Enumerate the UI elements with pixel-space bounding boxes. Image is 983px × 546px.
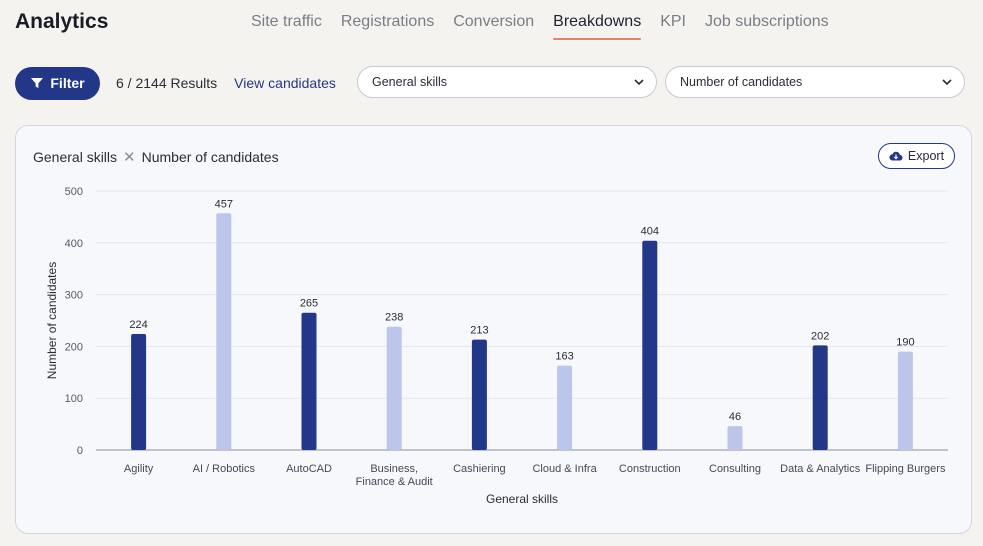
x-tick-label: Consulting — [709, 463, 761, 475]
y-tick-label: 500 — [65, 186, 83, 198]
data-label: 404 — [641, 226, 659, 238]
tab-conversion[interactable]: Conversion — [453, 13, 535, 30]
y-tick-label: 200 — [65, 341, 83, 353]
chart-bar — [557, 365, 573, 450]
x-tick-label: Business, Finance & Audit — [356, 463, 433, 488]
page-title: Analytics — [15, 10, 109, 33]
export-button-label: Export — [907, 149, 945, 163]
chart-bar — [642, 240, 658, 450]
y-tick-label: 300 — [65, 290, 83, 302]
close-icon[interactable]: ✕ — [123, 149, 136, 166]
chart-card-title: General skills ✕ Number of candidates — [33, 148, 279, 166]
y-tick-label: 0 — [77, 445, 83, 457]
chart-bar — [386, 326, 402, 450]
tab-bar: Site traffic Registrations Conversion Br… — [251, 12, 848, 42]
metric-select[interactable]: Number of candidates — [665, 66, 965, 98]
chart-bar — [897, 351, 913, 450]
data-label: 265 — [300, 298, 318, 310]
x-tick-label: Construction — [619, 463, 681, 475]
dimension-select[interactable]: General skills — [357, 66, 657, 98]
chart-card: General skills ✕ Number of candidates Ex… — [15, 125, 972, 534]
data-label: 213 — [470, 325, 488, 337]
y-tick-label: 400 — [65, 238, 83, 250]
x-tick-label: Data & Analytics — [780, 463, 861, 475]
tab-breakdowns[interactable]: Breakdowns — [553, 12, 642, 40]
bar-chart: 0 100 200 300 400 500 224 Agility 457 AI / Roboti… — [45, 186, 948, 506]
chart-bar — [812, 345, 828, 450]
y-axis-title: Number of candidates — [45, 262, 59, 379]
dimension-select-value: General skills — [372, 75, 448, 89]
x-tick-label: AI / Robotics — [193, 463, 256, 475]
chevron-down-icon — [634, 79, 644, 86]
tab-registrations[interactable]: Registrations — [340, 13, 435, 30]
chart-bar — [301, 312, 317, 450]
x-axis-title: General skills — [486, 492, 558, 506]
x-tick-label: Flipping Burgers — [865, 463, 946, 475]
x-tick-label: Agility — [124, 463, 154, 475]
cloud-download-icon — [889, 151, 903, 161]
chart-title-dimension: General skills — [33, 149, 118, 165]
data-label: 238 — [385, 312, 403, 324]
tab-kpi[interactable]: KPI — [660, 13, 686, 30]
data-label: 163 — [555, 351, 573, 363]
chart-bar — [727, 426, 743, 450]
export-button[interactable]: Export — [878, 143, 955, 169]
data-label: 190 — [896, 337, 914, 349]
x-tick-label: Cashiering — [453, 463, 506, 475]
x-tick-label: AutoCAD — [286, 463, 332, 475]
chart-bar — [131, 333, 147, 450]
data-label: 46 — [729, 411, 741, 423]
tab-site-traffic[interactable]: Site traffic — [251, 13, 322, 30]
results-count: 6 / 2144 Results — [116, 75, 218, 91]
chevron-down-icon — [942, 79, 952, 86]
data-label: 202 — [811, 330, 829, 342]
data-label: 224 — [129, 319, 147, 331]
view-candidates-link[interactable]: View candidates — [234, 75, 336, 91]
chart-title-metric: Number of candidates — [141, 149, 279, 165]
x-tick-label: Cloud & Infra — [532, 463, 597, 475]
chart-bar — [216, 213, 232, 450]
toolbar: Filter 6 / 2144 Results View candidates — [15, 66, 336, 100]
filter-icon — [31, 78, 44, 88]
data-label: 457 — [215, 198, 233, 210]
chart-bar — [471, 339, 487, 450]
filter-button-label: Filter — [50, 75, 85, 91]
y-tick-label: 100 — [65, 393, 83, 405]
filter-button[interactable]: Filter — [15, 66, 100, 100]
tab-job-subscriptions[interactable]: Job subscriptions — [705, 13, 829, 30]
metric-select-value: Number of candidates — [680, 75, 803, 89]
